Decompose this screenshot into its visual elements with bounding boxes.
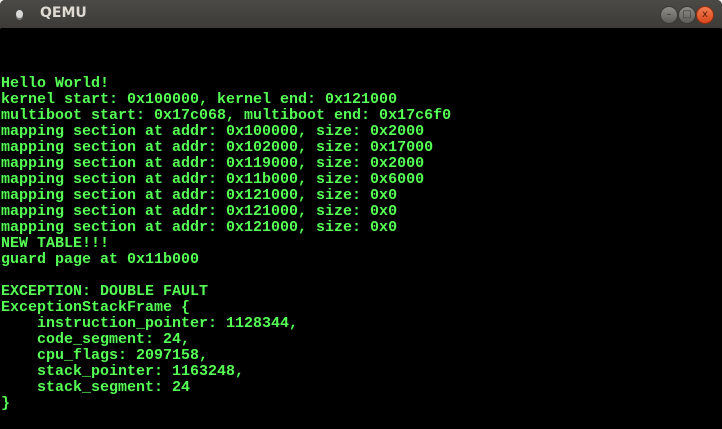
- console-line: EXCEPTION: DOUBLE FAULT: [1, 283, 209, 300]
- console-line: [1, 44, 721, 60]
- console-line: mapping section at addr: 0x102000, size:…: [1, 139, 434, 156]
- close-button[interactable]: x: [696, 6, 714, 24]
- console-line: mapping section at addr: 0x121000, size:…: [1, 187, 398, 204]
- console-line: kernel start: 0x100000, kernel end: 0x12…: [1, 91, 398, 108]
- console-line: guard page at 0x11b000: [1, 251, 200, 268]
- vga-text-screen[interactable]: Hello World! kernel start: 0x100000, kern…: [1, 28, 721, 428]
- console-line: stack_segment: 24: [1, 379, 191, 396]
- title-bar[interactable]: QEMU – □ x: [0, 0, 722, 29]
- console-line: ExceptionStackFrame {: [1, 299, 191, 316]
- maximize-button[interactable]: □: [678, 6, 696, 24]
- console-line: NEW TABLE!!!: [1, 235, 110, 252]
- console-line: instruction_pointer: 1128344,: [1, 315, 299, 332]
- console-line: cpu_flags: 2097158,: [1, 347, 209, 364]
- console-line: mapping section at addr: 0x121000, size:…: [1, 203, 398, 220]
- console-line: stack_pointer: 1163248,: [1, 363, 245, 380]
- console-line: code_segment: 24,: [1, 331, 191, 348]
- window-title: QEMU: [40, 5, 87, 21]
- console-line: Hello World!: [1, 75, 110, 92]
- console-line: mapping section at addr: 0x11b000, size:…: [1, 171, 425, 188]
- minimize-button[interactable]: –: [660, 6, 678, 24]
- console-line: mapping section at addr: 0x121000, size:…: [1, 219, 398, 236]
- console-line: [1, 28, 721, 44]
- console-line: mapping section at addr: 0x119000, size:…: [1, 155, 425, 172]
- qemu-app-icon: [16, 10, 23, 18]
- console-line: [1, 268, 721, 284]
- console-line: multiboot start: 0x17c068, multiboot end…: [1, 107, 452, 124]
- console-line: mapping section at addr: 0x100000, size:…: [1, 123, 425, 140]
- console-line: [1, 60, 721, 76]
- console-line: }: [1, 395, 11, 412]
